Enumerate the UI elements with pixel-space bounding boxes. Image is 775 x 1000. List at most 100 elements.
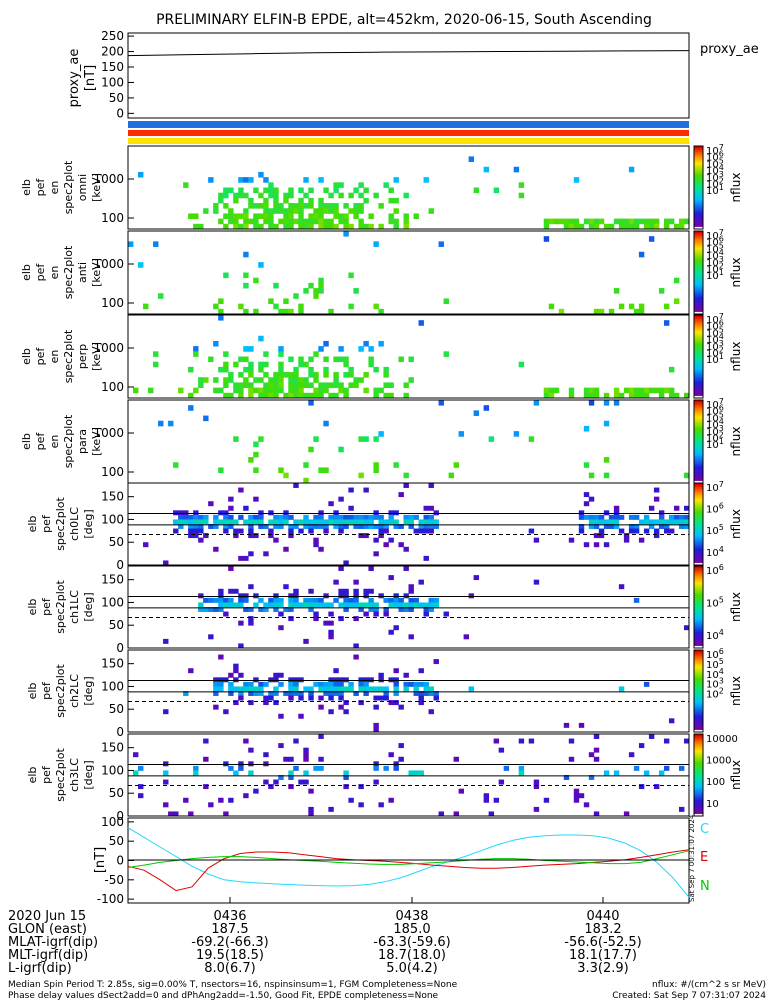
spectrogram-cell <box>138 262 144 268</box>
colorbar-segment <box>694 664 703 667</box>
spectrogram-ylabel-line: elb <box>20 264 33 281</box>
pitch-angle-cell <box>213 546 219 552</box>
pitch-angle-cell <box>213 691 219 696</box>
pitch-angle-cell <box>383 691 389 696</box>
pitch-angle-cell <box>618 584 625 590</box>
pitch-angle-cell <box>348 487 354 493</box>
spectrogram-cell <box>653 223 660 230</box>
colorbar-segment <box>694 177 703 180</box>
pitch-angle-cell <box>313 611 319 617</box>
pitch-angle-cell <box>293 691 299 696</box>
colorbar-segment <box>694 220 703 224</box>
colorbar-frame <box>693 145 704 230</box>
colorbar-segment <box>694 666 703 670</box>
pitch-angle-cell <box>373 607 379 612</box>
pitch-angle-cell <box>363 588 369 594</box>
colorbar-segment <box>694 441 703 445</box>
spectrogram-cell <box>253 223 259 230</box>
pitch-angle-cell <box>178 524 184 529</box>
colorbar-segment <box>694 544 703 548</box>
colorbar-segment <box>694 497 703 500</box>
spectrogram-cell <box>143 303 149 310</box>
spectrogram-cell <box>308 382 314 389</box>
spectrogram-frame <box>127 399 690 484</box>
pitch-angle-cell <box>398 607 404 612</box>
pitch-angle-cell <box>363 602 369 608</box>
pitch-angle-cell <box>238 602 244 608</box>
colorbar-segment <box>694 658 703 661</box>
colorbar-tick-label: 107 <box>706 397 724 411</box>
pitch-angle-cell <box>163 770 169 776</box>
colorbar-segment <box>694 262 703 265</box>
spectrogram-cell <box>628 166 635 173</box>
pitch-angle-cell <box>373 551 379 557</box>
footer-note-1: Median Spin Period T: 2.85s, sig=0.00% T… <box>8 980 458 990</box>
pitch-angle-cell <box>288 607 294 612</box>
spectrogram-cell <box>293 392 299 399</box>
spectrogram-cell <box>348 372 354 378</box>
colorbar-segment <box>694 584 703 588</box>
pitch-angle-cell <box>328 695 334 701</box>
footer-row-label-mlat: MLAT-igrf(dip) <box>8 935 98 950</box>
spectrogram-cell <box>678 218 685 225</box>
spectrogram-cell <box>233 436 239 442</box>
pitch-angle-cell <box>363 514 369 520</box>
colorbar-segment <box>694 662 703 665</box>
pitch-angle-cell <box>363 681 369 687</box>
spectrogram-cell <box>298 361 304 368</box>
colorbar-segment <box>694 684 703 688</box>
pitch-angle-cell <box>293 588 299 594</box>
spectrogram-cell <box>223 192 229 199</box>
colorbar-segment <box>694 181 703 184</box>
pitch-angle-cell <box>353 616 359 622</box>
pitch-angle-ylabel-line: spec2plot <box>54 580 67 634</box>
colorbar-segment <box>694 301 703 305</box>
spectrogram-cell <box>308 446 314 453</box>
colorbar-segment <box>694 813 703 817</box>
spectrogram-cell <box>633 223 640 230</box>
pitch-angle-cell <box>498 747 505 753</box>
pitch-angle-cell <box>488 811 495 817</box>
spectrogram-cell <box>388 218 394 225</box>
colorbar-segment <box>694 426 703 430</box>
pitch-angle-cell <box>388 575 394 581</box>
pitch-angle-cell <box>583 501 590 507</box>
pitch-angle-cell <box>248 686 254 692</box>
colorbar-tick-label: 104 <box>706 163 724 177</box>
colorbar-segment <box>694 464 703 467</box>
pitch-angle-cell <box>243 519 249 525</box>
colorbar-segment <box>694 729 703 733</box>
pitch-angle-cell <box>423 611 429 617</box>
colorbar-tick-label: 106 <box>706 404 724 418</box>
colorbar-segment <box>694 146 703 149</box>
spectrogram-cell <box>188 405 194 411</box>
colorbar-segment <box>694 570 703 573</box>
footer-notes: Median Spin Period T: 2.85s, sig=0.00% T… <box>8 980 766 1000</box>
pitch-angle-cell <box>383 524 389 529</box>
pitch-angle-cell <box>243 681 249 687</box>
colorbar-tick-label: 102 <box>706 176 724 190</box>
spectrogram-ylabel-line: [keV] <box>90 173 103 202</box>
pitch-angle-cell <box>413 681 419 687</box>
spectrogram-cell <box>223 361 229 368</box>
pitch-angle-cell <box>343 602 349 608</box>
spectrogram-cell <box>568 392 575 399</box>
pitch-angle-cell <box>423 505 429 511</box>
colorbar-tick-label: 105 <box>706 657 724 671</box>
pitch-angle-ytick-label: 0 <box>116 641 124 655</box>
pitch-angle-cell <box>428 597 434 603</box>
pitch-angle-ylabel-line: ch3LC <box>68 758 81 792</box>
pitch-angle-cell <box>298 677 304 683</box>
colorbar-segment <box>694 811 703 815</box>
pitch-angle-cell <box>243 793 249 799</box>
pitch-angle-cell <box>528 738 535 744</box>
pitch-angle-cell <box>198 514 204 520</box>
colorbar-segment <box>694 282 703 286</box>
pitch-angle-cell <box>383 686 389 692</box>
spectrogram-cell <box>648 223 655 230</box>
colorbar-segment <box>694 268 703 272</box>
colorbar-segment <box>694 711 703 715</box>
colorbar-segment <box>694 588 703 592</box>
spectrogram-cell <box>313 392 319 399</box>
